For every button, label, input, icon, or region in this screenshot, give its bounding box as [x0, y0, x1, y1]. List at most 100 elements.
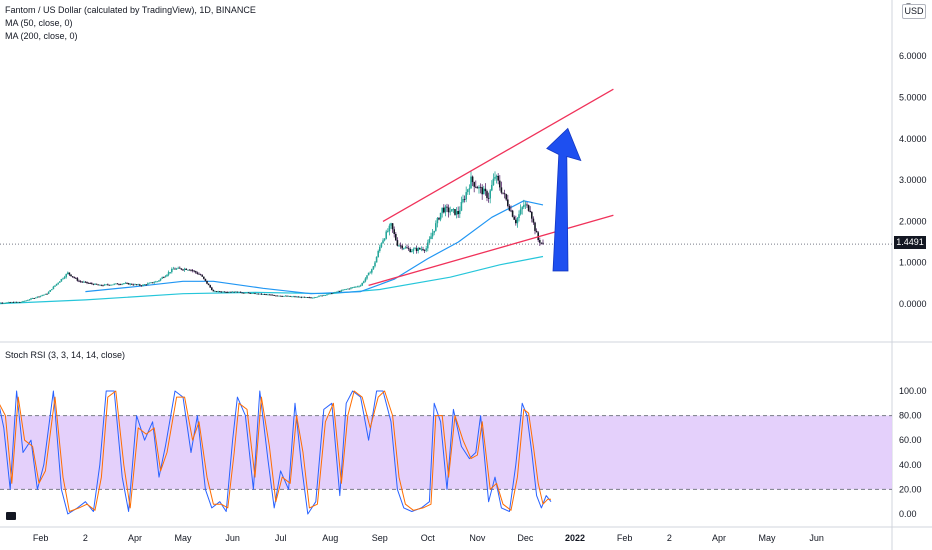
- candle-body: [12, 302, 15, 303]
- candle-body: [28, 299, 31, 301]
- candle-body: [113, 283, 115, 285]
- currency-badge[interactable]: USD: [902, 4, 926, 19]
- candle-body: [19, 301, 21, 303]
- candle-body: [524, 204, 527, 206]
- candle-body: [100, 284, 103, 286]
- candle-body: [476, 187, 479, 189]
- candle-body: [463, 198, 466, 200]
- candle-body: [163, 277, 165, 279]
- candle-body: [145, 284, 147, 286]
- time-tick-label: Nov: [469, 533, 486, 543]
- candle-body: [398, 245, 400, 247]
- candle-body: [523, 205, 525, 208]
- candle-body: [430, 236, 432, 240]
- candle-body: [172, 268, 175, 270]
- candle-body: [75, 277, 77, 279]
- candle-body: [204, 278, 207, 281]
- candle-body: [259, 293, 261, 295]
- candle-body: [331, 293, 333, 295]
- candle-body: [363, 281, 365, 283]
- candle-body: [9, 302, 11, 303]
- candle-body: [105, 284, 107, 286]
- candle-body: [391, 223, 394, 230]
- candle-body: [510, 210, 512, 212]
- candle-body: [206, 280, 208, 284]
- candle-body: [198, 273, 200, 275]
- candle-body: [372, 266, 375, 270]
- candle-body: [4, 302, 7, 304]
- stoch-tick-label: 100.00: [899, 386, 927, 396]
- candle-body: [137, 284, 139, 286]
- candle-body: [51, 289, 53, 291]
- candle-body: [345, 289, 347, 290]
- candle-body: [23, 300, 26, 302]
- candle-body: [319, 295, 322, 297]
- candle-body: [505, 194, 507, 200]
- candle-body: [511, 210, 514, 217]
- candle-body: [379, 246, 381, 251]
- candle-body: [532, 218, 535, 223]
- candle-body: [102, 285, 104, 287]
- candle-body: [62, 278, 64, 280]
- candle-body: [491, 184, 493, 191]
- candle-body: [534, 222, 536, 231]
- candle-body: [236, 291, 239, 293]
- candle-body: [127, 283, 130, 285]
- candle-body: [436, 218, 439, 224]
- candle-body: [73, 276, 75, 278]
- candle-body: [295, 296, 298, 298]
- candle-body: [486, 191, 488, 198]
- candle-body: [367, 272, 370, 276]
- candle-body: [150, 282, 152, 284]
- candle-body: [207, 283, 210, 286]
- candle-body: [76, 278, 79, 281]
- stoch-rsi-legend: Stoch RSI (3, 3, 14, 14, close): [5, 350, 126, 360]
- candle-body: [425, 248, 427, 251]
- candle-body: [55, 283, 58, 286]
- candle-body: [542, 242, 544, 244]
- price-tick-label: 1.0000: [899, 258, 927, 268]
- candle-body: [494, 177, 496, 179]
- candle-body: [484, 188, 487, 192]
- candle-body: [0, 302, 2, 304]
- candle-body: [190, 269, 192, 271]
- candle-body: [79, 281, 82, 283]
- candle-body: [316, 296, 319, 298]
- candle-body: [286, 295, 288, 297]
- candle-body: [343, 289, 346, 291]
- candle-body: [252, 293, 255, 294]
- candle-body: [241, 292, 243, 294]
- candle-body: [449, 211, 451, 213]
- candle-body: [396, 240, 399, 246]
- candle-body: [199, 274, 202, 276]
- candle-body: [175, 268, 178, 270]
- candle-body: [374, 262, 376, 267]
- candle-body: [39, 295, 42, 297]
- candle-body: [47, 291, 50, 294]
- candle-body: [187, 269, 189, 271]
- candle-body: [171, 268, 173, 273]
- candle-body: [275, 295, 277, 297]
- candle-body: [59, 281, 61, 283]
- candle-body: [515, 219, 517, 224]
- candle-body: [49, 290, 51, 292]
- candle-body: [340, 290, 343, 292]
- candle-body: [428, 239, 431, 243]
- candle-body: [297, 296, 299, 298]
- candle-body: [132, 284, 135, 286]
- candle-body: [478, 186, 480, 189]
- candle-body: [60, 279, 63, 282]
- candle-body: [71, 276, 74, 278]
- candle-body: [121, 283, 123, 285]
- candle-body: [412, 249, 415, 252]
- candle-body: [142, 284, 144, 286]
- time-tick-label: Feb: [33, 533, 49, 543]
- candle-body: [516, 218, 519, 224]
- candle-body: [214, 291, 216, 293]
- candle-body: [268, 294, 271, 296]
- candle-body: [14, 301, 16, 303]
- candle-body: [315, 297, 317, 298]
- candle-body: [479, 186, 482, 188]
- candle-body: [164, 276, 167, 278]
